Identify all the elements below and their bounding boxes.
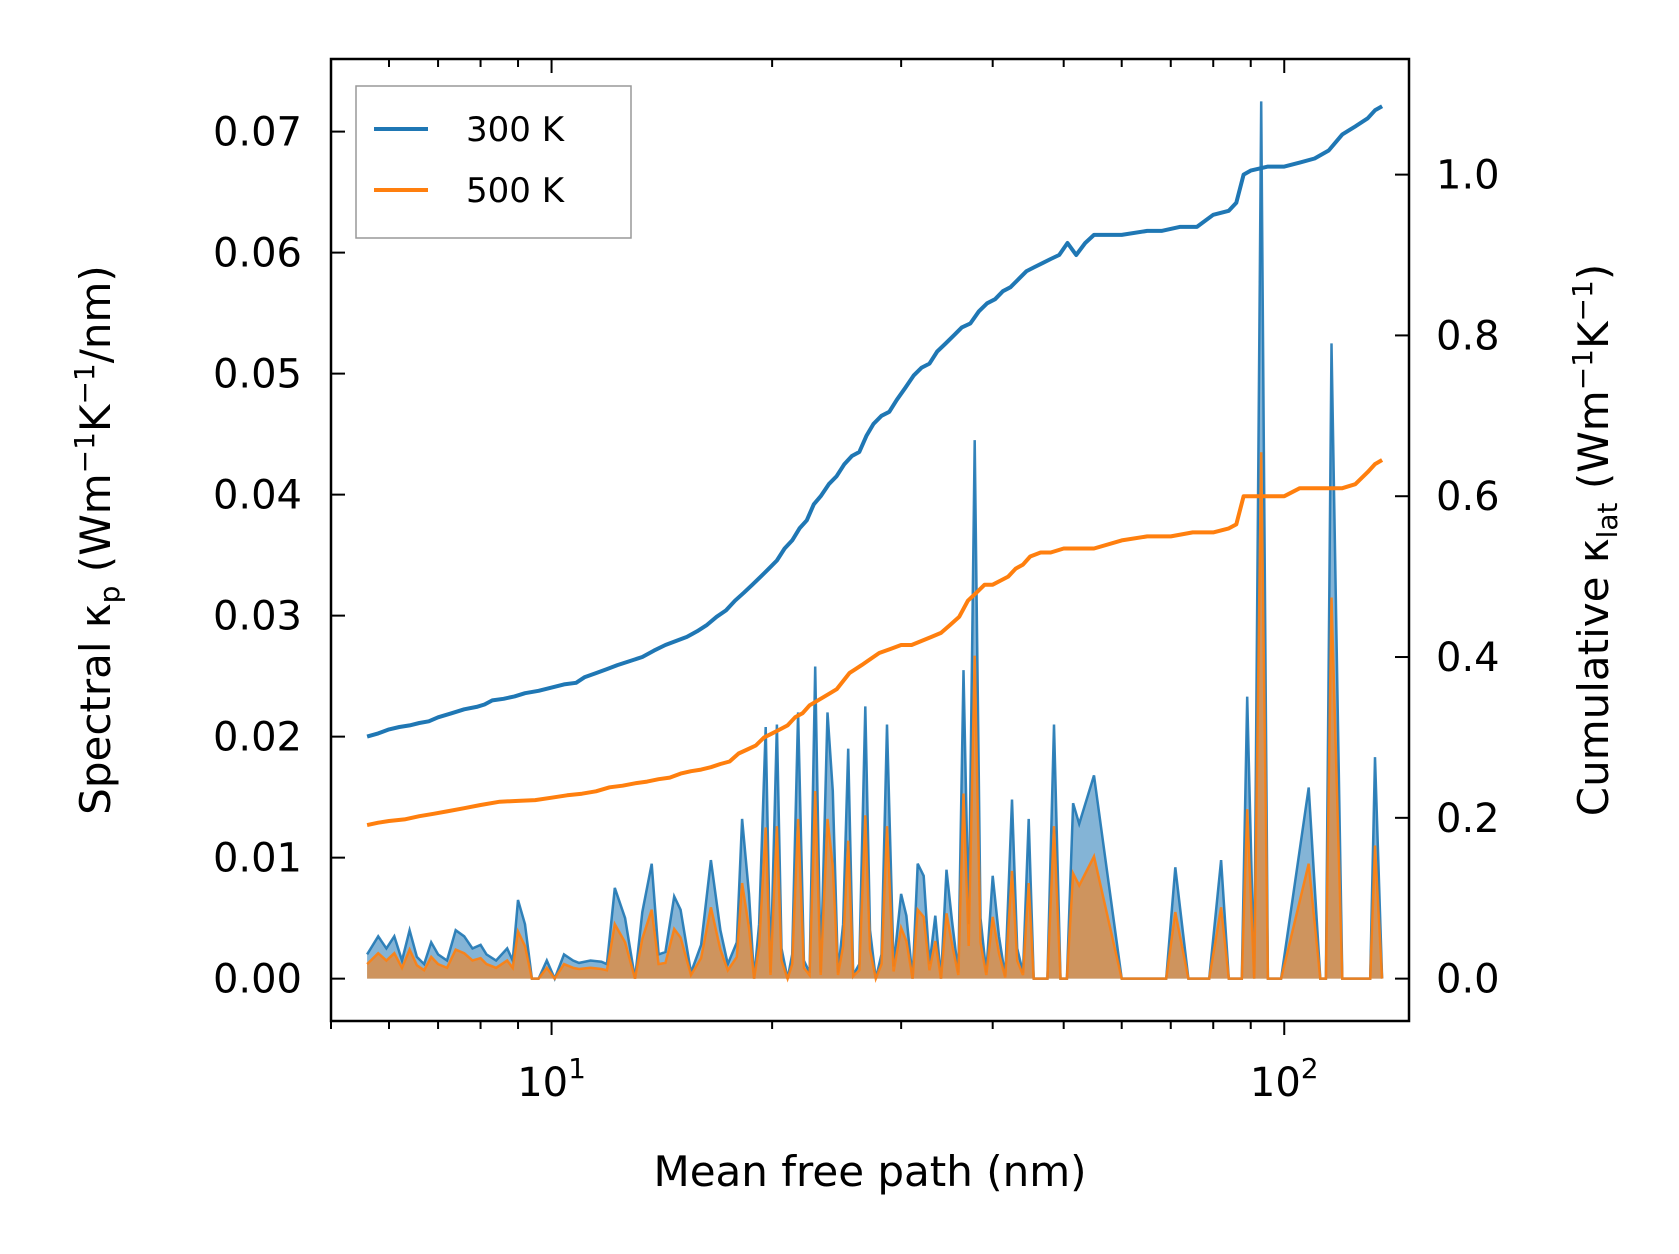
x-axis-label: Mean free path (nm)	[653, 1147, 1086, 1196]
y-left-label-mid: K	[71, 403, 120, 432]
legend: 300 K 500 K	[355, 85, 632, 239]
y-right-label-sup1: −1	[1566, 349, 1599, 390]
cumulative-line-300k	[366, 104, 1384, 739]
y-left-tick-label: 0.07	[213, 110, 302, 156]
y-right-label-sup2: −1	[1566, 280, 1599, 321]
cumulative-line-500k	[366, 458, 1384, 828]
plot-frame	[329, 57, 1411, 1023]
y-left-tick-label: 0.04	[213, 473, 302, 519]
y-left-label-main: Spectral κ	[71, 603, 120, 815]
legend-frame	[355, 85, 632, 239]
y-right-tick-label: 0.6	[1436, 474, 1500, 520]
y-right-tick-label: 0.4	[1436, 635, 1500, 681]
x-tick-label: 102	[1250, 1052, 1319, 1106]
y-left-label-sup2: −1	[68, 363, 101, 404]
spectral-fill-group	[366, 101, 1384, 984]
y-right-tick-label: 1.0	[1436, 153, 1500, 199]
spectral-line-500k	[366, 452, 1384, 984]
legend-label-300k: 300 K	[466, 110, 566, 150]
y-right-label-mid: K	[1569, 320, 1618, 349]
y-right-label-unit-pre: (Wm	[1569, 390, 1618, 502]
y-right-label-unit-post: )	[1569, 264, 1618, 280]
y-right-tick-label: 0.0	[1436, 957, 1500, 1003]
y-left-label-unit-pre: (Wm	[71, 473, 120, 585]
y-left-label-sub: p	[93, 586, 126, 604]
y-left-label-unit-post: /nm)	[71, 265, 120, 363]
y-right-tick-label: 0.8	[1436, 313, 1500, 359]
y-left-tick-label: 0.00	[213, 957, 302, 1003]
y-right-tick-label: 0.2	[1436, 796, 1500, 842]
y-left-tick-label: 0.05	[213, 352, 302, 398]
y-axis-left-label: Spectral κp (Wm−1K−1/nm)	[68, 265, 126, 815]
x-tick-label: 101	[517, 1052, 586, 1106]
legend-label-500k: 500 K	[466, 171, 566, 211]
y-left-tick-label: 0.01	[213, 836, 302, 882]
y-left-tick-label: 0.02	[213, 715, 302, 761]
y-axis-right-label: Cumulative κlat (Wm−1K−1)	[1566, 264, 1624, 816]
y-left-tick-label: 0.06	[213, 231, 302, 277]
y-right-label-sub: lat	[1591, 502, 1624, 538]
y-left-tick-label: 0.03	[213, 594, 302, 640]
series-line-group	[366, 104, 1384, 828]
tick-label-group: 101 102 0.00 0.01 0.02 0.03 0.04 0.05 0.06 0.07 0.…	[213, 110, 1500, 1106]
y-right-label-main: Cumulative κ	[1569, 538, 1618, 816]
tick-group	[330, 59, 1409, 1035]
y-left-label-sup1: −1	[68, 432, 101, 473]
